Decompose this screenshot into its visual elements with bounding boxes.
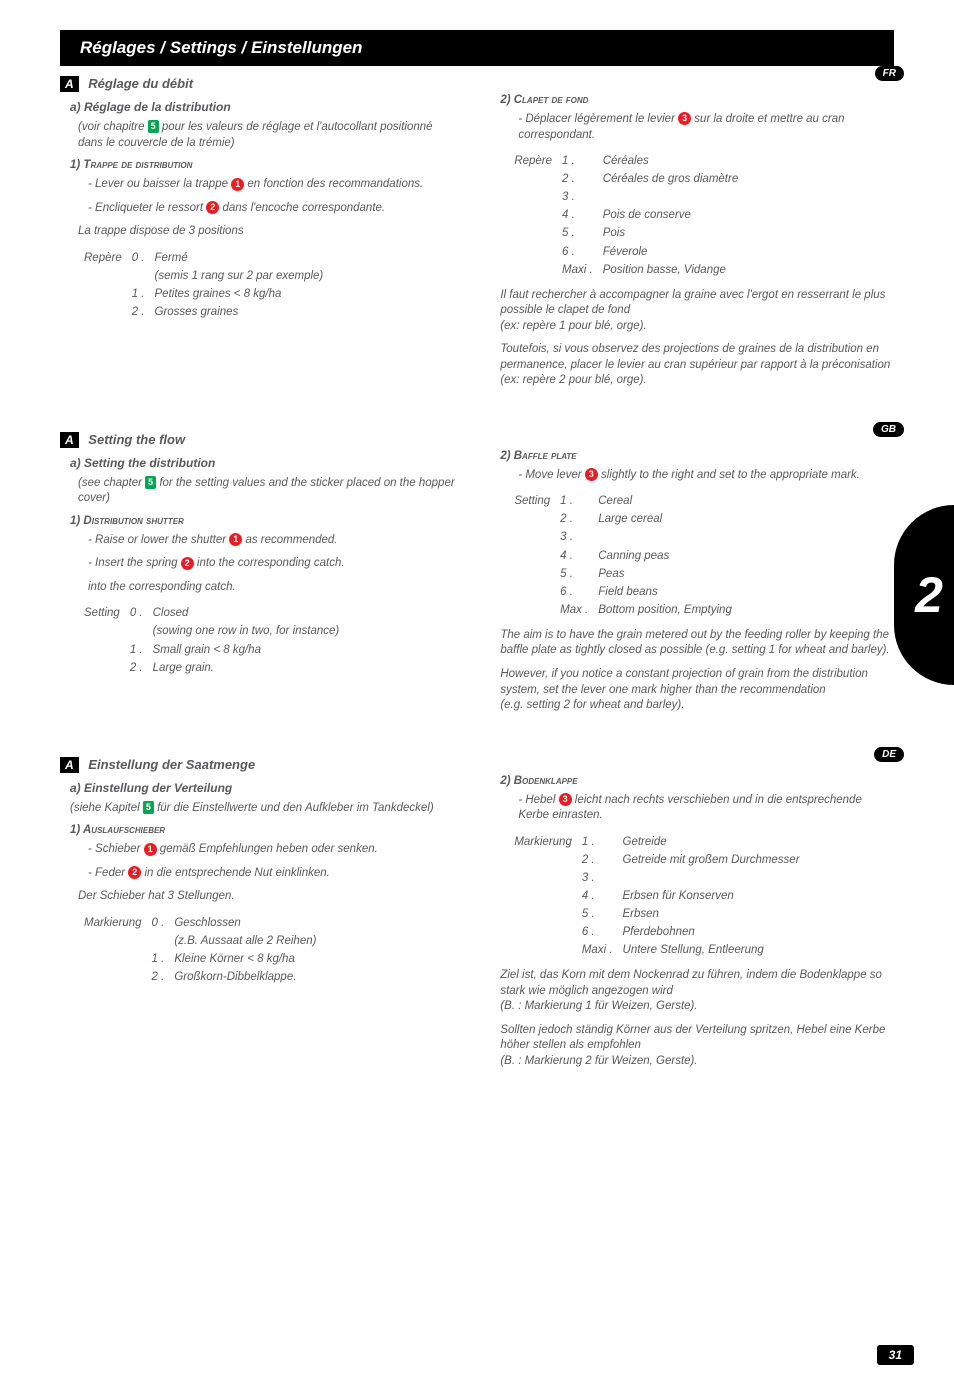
lang-pill-de: DE [874, 747, 904, 762]
gb-p3: into the corresponding catch. [88, 580, 460, 596]
badge-1: 1 [229, 533, 242, 546]
de-intro: (siehe Kapitel 5 für die Einstellwerte u… [70, 801, 460, 817]
gb-h1: 1) Distribution shutter [70, 515, 460, 527]
section-letter: A [60, 76, 79, 92]
lang-pill-gb: GB [873, 422, 904, 437]
de-p2: - Feder 2 in die entsprechende Nut einkl… [88, 866, 460, 882]
de-right-list: Markierung1 .Getreide 2 .Getreide mit gr… [508, 832, 805, 961]
de-r-p3: Sollten jedoch ständig Körner aus der Ve… [500, 1023, 890, 1070]
gb-p1: - Raise or lower the shutter 1 as recomm… [88, 533, 460, 549]
fr-left-list: Repère0 .Fermé (semis 1 rang sur 2 par e… [78, 248, 329, 322]
de-left-col: A Einstellung der Saatmenge a) Einstellu… [60, 757, 460, 1078]
fr-right-col: 2) Clapet de fond - Déplacer légèrement … [490, 76, 890, 397]
badge-1: 1 [231, 178, 244, 191]
chapter-tab: 2 [894, 505, 954, 685]
de-sub-a: a) Einstellung der Verteilung [70, 781, 460, 795]
fr-r-p3: Toutefois, si vous observez des projecti… [500, 342, 890, 389]
fr-right-list: Repère1 .Céréales 2 .Céréales de gros di… [508, 151, 744, 280]
gb-title: A Setting the flow [60, 432, 460, 448]
de-right-col: 2) Bodenklappe - Hebel 3 leicht nach rec… [490, 757, 890, 1078]
de-p1: - Schieber 1 gemäß Empfehlungen heben od… [88, 842, 460, 858]
badge-5: 5 [143, 801, 154, 814]
fr-sub-a: a) Réglage de la distribution [70, 100, 460, 114]
de-h2: 2) Bodenklappe [500, 775, 890, 787]
de-title-text: Einstellung der Saatmenge [88, 757, 255, 772]
de-h1: 1) Auslaufschieber [70, 824, 460, 836]
badge-2: 2 [128, 866, 141, 879]
badge-3: 3 [678, 112, 691, 125]
gb-r-p2: The aim is to have the grain metered out… [500, 628, 890, 659]
de-r-p2: Ziel ist, das Korn mit dem Nockenrad zu … [500, 968, 890, 1015]
fr-p3: La trappe dispose de 3 positions [78, 224, 460, 240]
badge-3: 3 [585, 468, 598, 481]
badge-2: 2 [181, 557, 194, 570]
page-content: FR A Réglage du débit a) Réglage de la d… [0, 66, 954, 1077]
fr-p1: - Lever ou baisser la trappe 1 en foncti… [88, 177, 460, 193]
badge-1: 1 [144, 843, 157, 856]
badge-5: 5 [148, 120, 159, 133]
gb-left-list: Setting0 .Closed (sowing one row in two,… [78, 603, 345, 677]
fr-intro: (voir chapitre 5 pour les valeurs de rég… [78, 120, 460, 151]
fr-h2: 2) Clapet de fond [500, 94, 890, 106]
fr-r-p1: - Déplacer légèrement le levier 3 sur la… [518, 112, 890, 143]
de-left-list: Markierung0 .Geschlossen (z.B. Aussaat a… [78, 913, 322, 987]
gb-right-list: Setting1 .Cereal 2 .Large cereal 3 . 4 .… [508, 491, 738, 620]
gb-left-col: A Setting the flow a) Setting the distri… [60, 432, 460, 722]
gb-sub-a: a) Setting the distribution [70, 456, 460, 470]
gb-right-col: 2) Baffle plate - Move lever 3 slightly … [490, 432, 890, 722]
fr-title: A Réglage du débit [60, 76, 460, 92]
section-letter: A [60, 432, 79, 448]
fr-left-col: A Réglage du débit a) Réglage de la dist… [60, 76, 460, 397]
badge-3: 3 [559, 793, 572, 806]
lang-pill-fr: FR [875, 66, 904, 81]
badge-2: 2 [206, 201, 219, 214]
fr-title-text: Réglage du débit [88, 76, 193, 91]
gb-title-text: Setting the flow [88, 432, 185, 447]
section-gb: GB A Setting the flow a) Setting the dis… [60, 432, 894, 722]
section-de: DE A Einstellung der Saatmenge a) Einste… [60, 757, 894, 1078]
gb-intro: (see chapter 5 for the setting values an… [78, 476, 460, 507]
page-header: Réglages / Settings / Einstellungen [60, 30, 894, 66]
gb-r-p3: However, if you notice a constant projec… [500, 667, 890, 714]
gb-r-p1: - Move lever 3 slightly to the right and… [518, 468, 890, 484]
page-number: 31 [877, 1345, 914, 1365]
fr-h1: 1) Trappe de distribution [70, 159, 460, 171]
section-fr: FR A Réglage du débit a) Réglage de la d… [60, 76, 894, 397]
gb-h2: 2) Baffle plate [500, 450, 890, 462]
fr-p2: - Encliqueter le ressort 2 dans l'encoch… [88, 201, 460, 217]
de-p3: Der Schieber hat 3 Stellungen. [78, 889, 460, 905]
gb-p2: - Insert the spring 2 into the correspon… [88, 556, 460, 572]
de-title: A Einstellung der Saatmenge [60, 757, 460, 773]
de-r-p1: - Hebel 3 leicht nach rechts verschieben… [518, 793, 890, 824]
fr-r-p2: Il faut rechercher à accompagner la grai… [500, 288, 890, 335]
section-letter: A [60, 757, 79, 773]
badge-5: 5 [145, 476, 156, 489]
